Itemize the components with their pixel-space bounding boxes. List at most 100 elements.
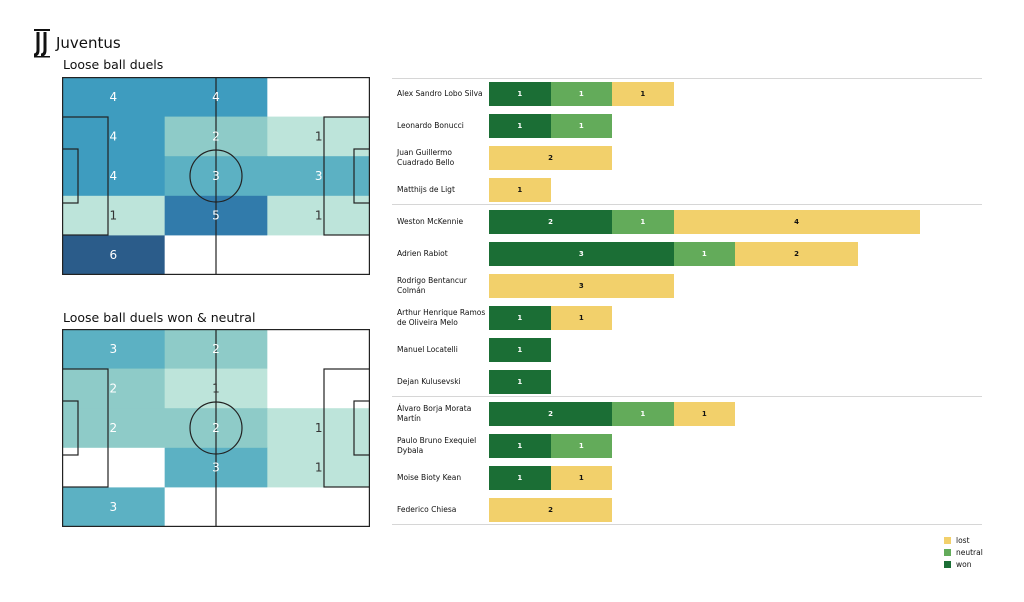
heat-cell: [267, 235, 370, 275]
player-name: Rodrigo Bentancur Colmán: [397, 276, 467, 295]
bar-segment-won: 2: [489, 210, 612, 234]
heat-cell-label: 3: [110, 500, 118, 514]
stacked-bar: 1: [489, 178, 551, 202]
heat-cell: [267, 195, 370, 236]
legend-item-lost: lost: [944, 534, 983, 546]
group-separator: [392, 524, 982, 525]
heat-cell: [267, 116, 370, 157]
player-name: Paulo Bruno Exequiel Dybala: [397, 436, 477, 455]
legend-swatch: [944, 548, 951, 556]
legend-label: lost: [956, 535, 970, 545]
player-name: Federico Chiesa: [397, 505, 457, 514]
bar-segment-won: 1: [489, 114, 551, 138]
heat-cell: [267, 156, 370, 197]
player-name: Alex Sandro Lobo Silva: [397, 89, 483, 98]
pitch-heatmap-duels: 4 4 4 2 1 4 3 3 1 5 1 6: [62, 77, 370, 275]
heat-cell-label: 2: [110, 421, 118, 435]
player-name: Adrien Rabiot: [397, 249, 448, 258]
bar-segment-lost: 3: [489, 274, 674, 298]
heat-cell-label: 3: [315, 169, 323, 183]
legend-item-won: won: [944, 558, 983, 570]
player-name: Manuel Locatelli: [397, 345, 458, 354]
player-row: Dejan Kulusevski 1: [392, 366, 982, 398]
heat-cell-label: 2: [212, 421, 220, 435]
group-separator: [392, 396, 982, 397]
player-row: Arthur Henrique Ramos de Oliveira Melo 1 1: [392, 302, 982, 334]
heat-cell: [62, 195, 166, 236]
player-name: Arthur Henrique Ramos de Oliveira Melo: [397, 308, 486, 327]
legend-label: neutral: [956, 547, 983, 557]
player-name: Álvaro Borja Morata Martín: [397, 404, 472, 423]
heat-cell-label: 1: [315, 209, 323, 223]
group-separator: [392, 204, 982, 205]
heat-cell-label: 5: [212, 209, 220, 223]
bar-segment-won: 1: [489, 82, 551, 106]
pitch-title-won-neutral: Loose ball duels won & neutral: [63, 310, 256, 325]
player-row: Juan Guillermo Cuadrado Bello 2: [392, 142, 982, 174]
pitch-heatmap-won-neutral: 3 2 2 1 2 2 1 3 1 3: [62, 329, 370, 527]
bar-segment-neutral: 1: [612, 402, 674, 426]
heat-cell: [267, 329, 370, 370]
stacked-bar: 2: [489, 146, 612, 170]
heat-cell: [267, 368, 370, 409]
bar-segment-lost: 2: [489, 146, 612, 170]
heat-cell: [62, 156, 166, 197]
legend-swatch: [944, 536, 951, 544]
heat-cell: [62, 235, 166, 275]
team-name: Juventus: [56, 34, 121, 52]
juventus-logo: [33, 29, 50, 58]
heat-cell-label: 1: [212, 381, 220, 395]
bar-segment-won: 1: [489, 466, 551, 490]
bar-segment-won: 1: [489, 338, 551, 362]
pitch-lines: [62, 77, 370, 275]
legend-swatch: [944, 560, 951, 568]
heat-cell-label: 2: [212, 342, 220, 356]
heat-cell: [62, 368, 166, 409]
pitch-lines: [62, 329, 370, 527]
player-name: Matthijs de Ligt: [397, 185, 455, 194]
bar-segment-won: 1: [489, 370, 551, 394]
heat-cell-label: 1: [315, 129, 323, 143]
heat-cell: [267, 447, 370, 488]
heat-cell: [267, 408, 370, 449]
header: Juventus: [32, 28, 121, 58]
player-name: Leonardo Bonucci: [397, 121, 464, 130]
heat-cell-label: 1: [110, 209, 118, 223]
heat-cell: [62, 329, 166, 370]
stacked-bar: 1: [489, 370, 551, 394]
heat-cell: [62, 116, 166, 157]
heat-cell-label: 1: [315, 421, 323, 435]
legend-item-neutral: neutral: [944, 546, 983, 558]
player-row: Federico Chiesa 2: [392, 494, 982, 526]
heat-cell-label: 2: [110, 381, 118, 395]
heat-cell-label: 4: [110, 129, 118, 143]
stacked-bar: 2: [489, 498, 612, 522]
bar-segment-lost: 1: [673, 402, 735, 426]
pitch-won-neutral: 3 2 2 1 2 2 1 3 1 3: [62, 329, 370, 527]
heat-cell-label: 4: [110, 90, 118, 104]
player-row: Weston McKennie 2 1 4: [392, 206, 982, 238]
stacked-bar: 1: [489, 338, 551, 362]
heat-cell-label: 2: [212, 129, 220, 143]
player-row: Álvaro Borja Morata Martín 2 1 1: [392, 398, 982, 430]
stacked-bar: 3: [489, 274, 674, 298]
player-name: Moise Bioty Kean: [397, 473, 462, 482]
pitch-title-duels: Loose ball duels: [63, 57, 164, 72]
group-separator: [392, 78, 982, 79]
bar-segment-won: 2: [489, 402, 612, 426]
bar-segment-lost: 4: [673, 210, 920, 234]
bar-segment-neutral: 1: [550, 82, 612, 106]
player-row: Paulo Bruno Exequiel Dybala 1 1: [392, 430, 982, 462]
heat-cell-label: 6: [110, 248, 118, 262]
heat-cell-label: 3: [212, 169, 220, 183]
player-name: Dejan Kulusevski: [397, 377, 461, 386]
bar-segment-lost: 1: [489, 178, 551, 202]
player-row: Manuel Locatelli 1: [392, 334, 982, 366]
player-row: Matthijs de Ligt 1: [392, 174, 982, 206]
heat-cell-label: 3: [212, 461, 220, 475]
